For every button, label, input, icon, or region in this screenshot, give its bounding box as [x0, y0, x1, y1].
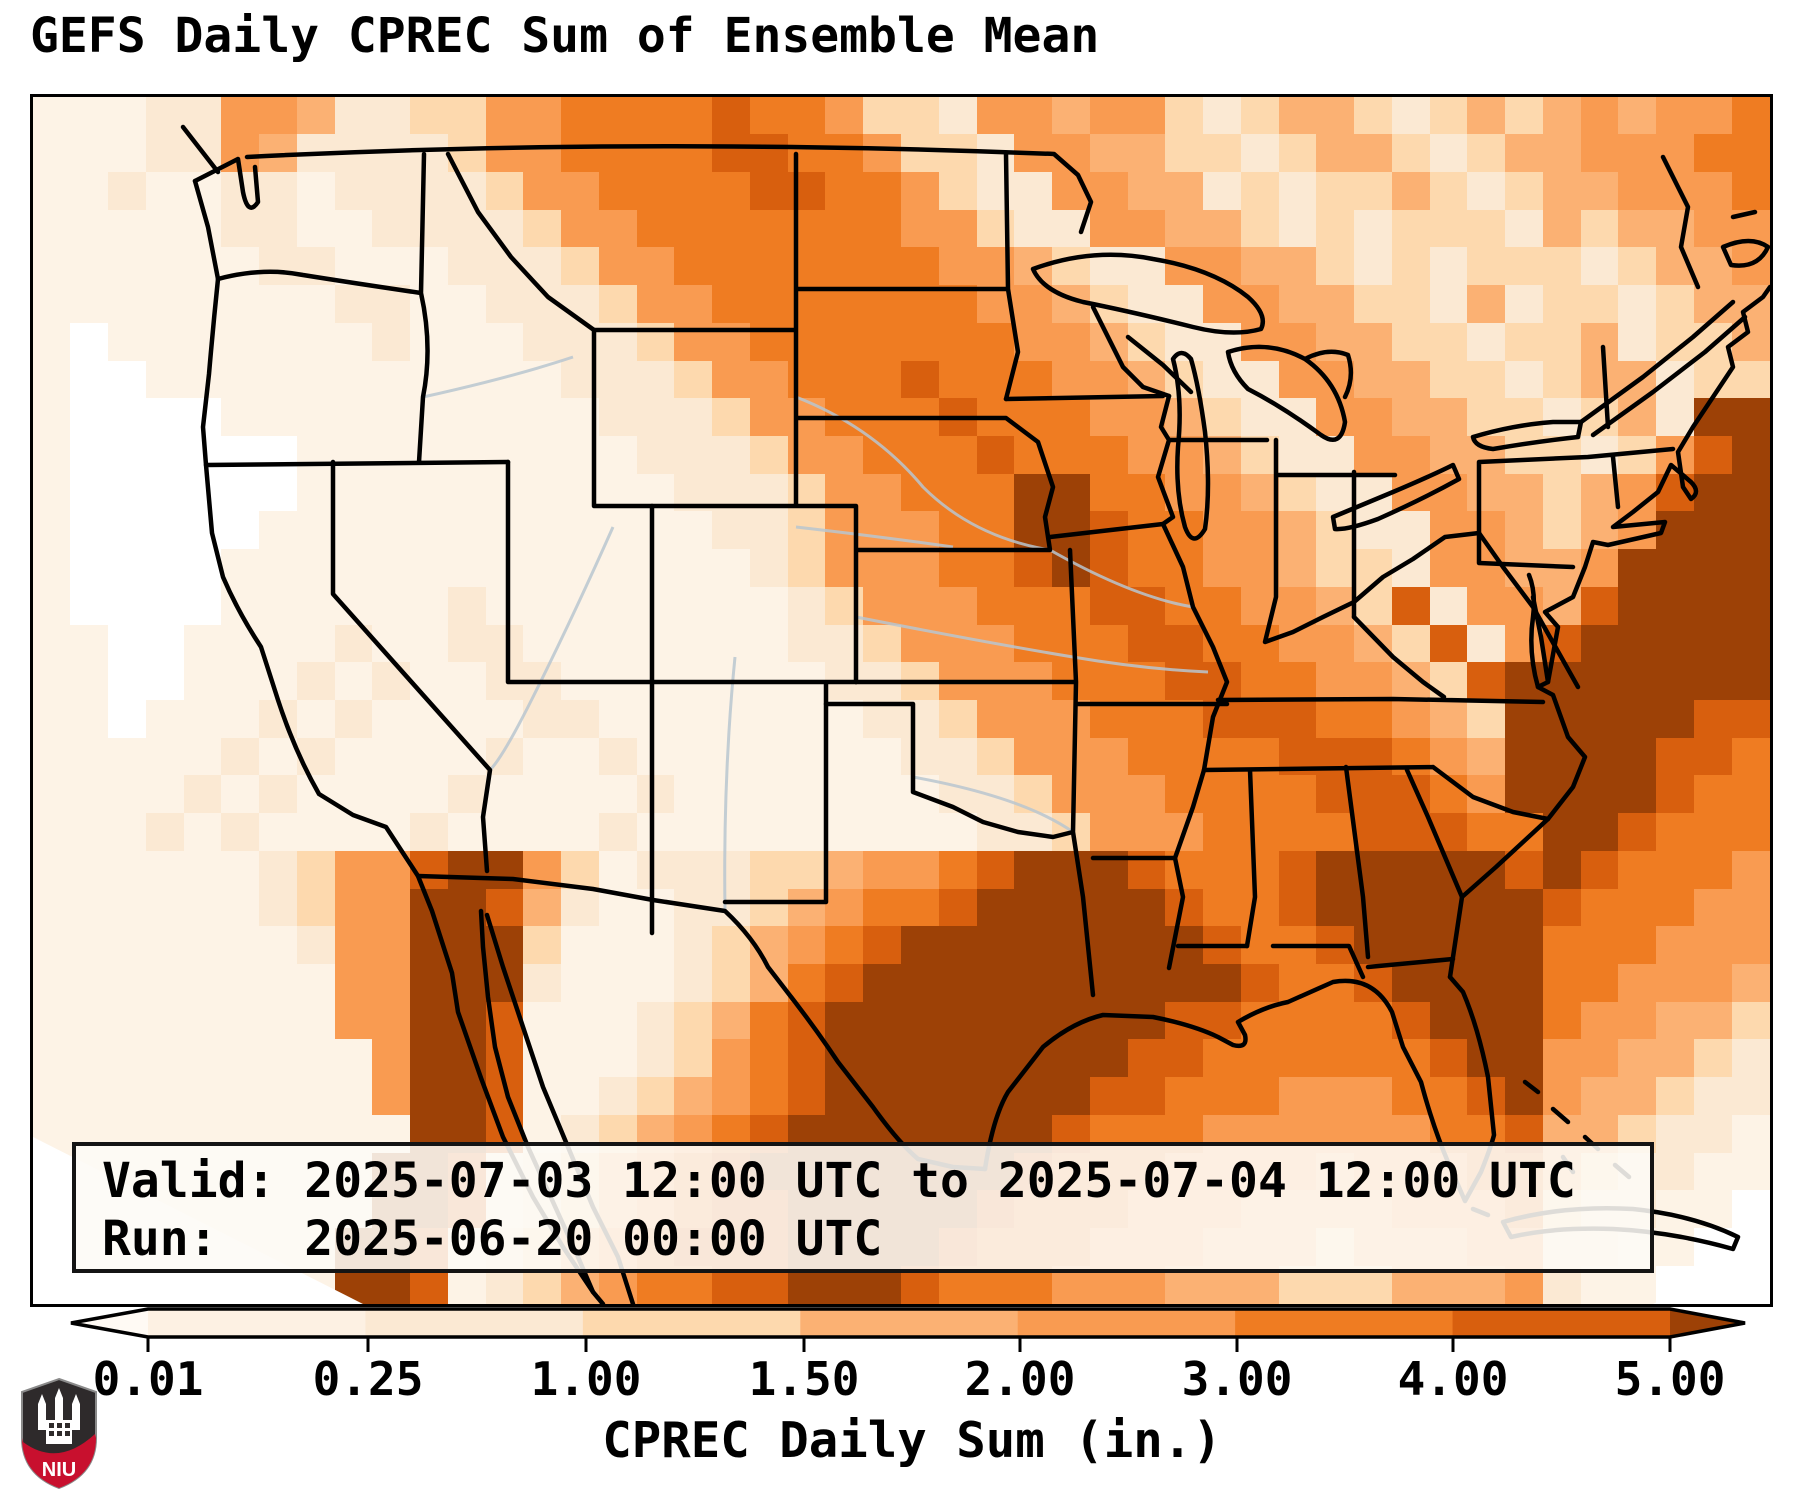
colorbar-axis-label: CPREC Daily Sum (in.) — [602, 1412, 1222, 1469]
valid-run-info-box: Valid: 2025-07-03 12:00 UTC to 2025-07-0… — [72, 1142, 1654, 1273]
valid-time-text: Valid: 2025-07-03 12:00 UTC to 2025-07-0… — [102, 1153, 1576, 1209]
rivers — [422, 355, 1209, 912]
colorbar-tick-label: 0.01 — [92, 1352, 204, 1406]
map-axes: Valid: 2025-07-03 12:00 UTC to 2025-07-0… — [30, 94, 1773, 1307]
colorbar-tick-label: 1.50 — [748, 1352, 860, 1406]
colorbar-tick-label: 3.00 — [1181, 1352, 1293, 1406]
colorbar-segments — [148, 1309, 1671, 1337]
map-borders-overlay — [33, 124, 1770, 1304]
colorbar-tick-label: 1.00 — [530, 1352, 642, 1406]
figure-title: GEFS Daily CPREC Sum of Ensemble Mean — [30, 8, 1100, 64]
colorbar-tick-label: 0.25 — [312, 1352, 424, 1406]
colorbar-tick-label: 4.00 — [1397, 1352, 1509, 1406]
colorbar-tick-label: 2.00 — [964, 1352, 1076, 1406]
colorbar — [70, 1307, 1746, 1352]
castle-icon — [38, 1388, 80, 1444]
colorbar-ticks — [146, 1337, 1672, 1352]
run-time-text: Run: 2025-06-20 00:00 UTC — [102, 1211, 883, 1267]
niu-logo: NIU — [21, 1377, 97, 1490]
state-borders — [180, 124, 1770, 1304]
colorbar-over-arrow — [1670, 1309, 1745, 1337]
logo-text: NIU — [42, 1459, 76, 1481]
colorbar-under-arrow — [71, 1309, 148, 1337]
colorbar-tick-label: 5.00 — [1614, 1352, 1726, 1406]
